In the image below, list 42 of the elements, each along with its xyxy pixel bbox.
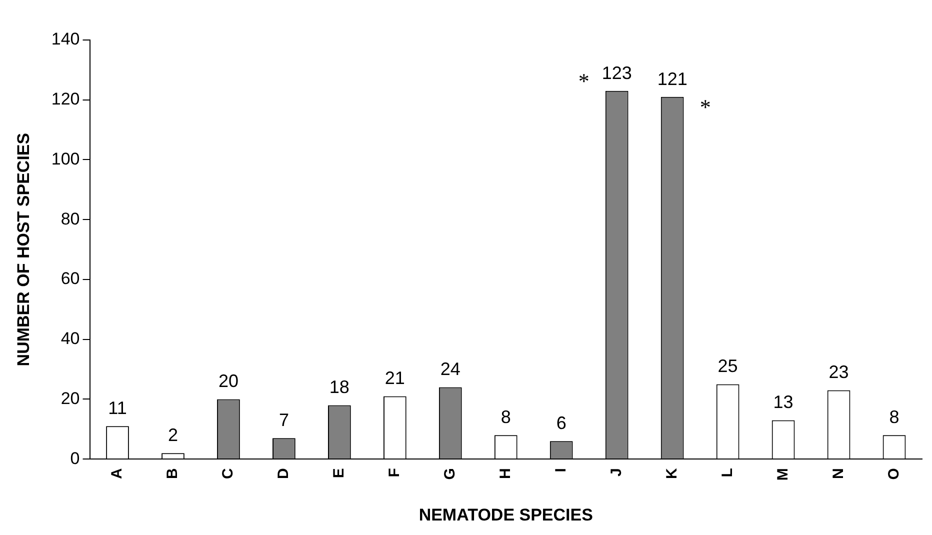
data-label: 8 xyxy=(500,407,511,428)
y-tick-label: 60 xyxy=(60,269,80,288)
y-axis-title: NUMBER OF HOST SPECIES xyxy=(14,132,33,366)
x-tick-label: C xyxy=(220,468,237,479)
data-label: 25 xyxy=(718,356,738,376)
x-tick-label: J xyxy=(608,468,625,476)
x-tick-label: O xyxy=(885,468,902,480)
y-tick-label: 120 xyxy=(51,90,80,109)
x-tick-label: H xyxy=(497,468,514,479)
data-label: 123 xyxy=(602,62,632,83)
data-label: 11 xyxy=(108,398,127,418)
x-tick-label: G xyxy=(442,468,459,480)
data-label: 21 xyxy=(384,368,405,388)
data-label: 7 xyxy=(278,410,289,430)
data-label: 20 xyxy=(218,371,238,392)
x-tick-label: N xyxy=(830,468,847,479)
y-tick-label: 20 xyxy=(60,388,80,408)
x-axis-title: NEMATODE SPECIES xyxy=(418,505,593,524)
x-tick-label: M xyxy=(774,468,792,481)
x-tick-label: K xyxy=(663,468,680,479)
data-label: 13 xyxy=(773,392,794,412)
data-label: 24 xyxy=(440,359,460,380)
data-label: 2 xyxy=(168,425,178,446)
y-tick-label: 0 xyxy=(70,448,80,468)
data-label: 8 xyxy=(889,407,900,428)
x-tick-label: D xyxy=(275,468,292,479)
y-tick-label: 40 xyxy=(60,329,80,348)
data-label: 23 xyxy=(828,362,849,382)
x-tick-label: B xyxy=(164,468,182,479)
x-tick-label: E xyxy=(330,468,348,478)
annotation: * xyxy=(578,68,590,94)
y-tick-label: 80 xyxy=(60,209,80,228)
x-tick-label: A xyxy=(108,468,126,479)
x-tick-label: I xyxy=(552,468,570,472)
x-tick-label: F xyxy=(386,468,404,478)
annotation: * xyxy=(700,94,711,120)
y-tick-label: 140 xyxy=(51,30,80,49)
data-label: 18 xyxy=(329,377,350,398)
y-tick-label: 100 xyxy=(51,149,80,168)
data-label: 121 xyxy=(657,68,688,89)
data-label: 6 xyxy=(556,413,566,434)
x-tick-label: L xyxy=(718,468,736,478)
